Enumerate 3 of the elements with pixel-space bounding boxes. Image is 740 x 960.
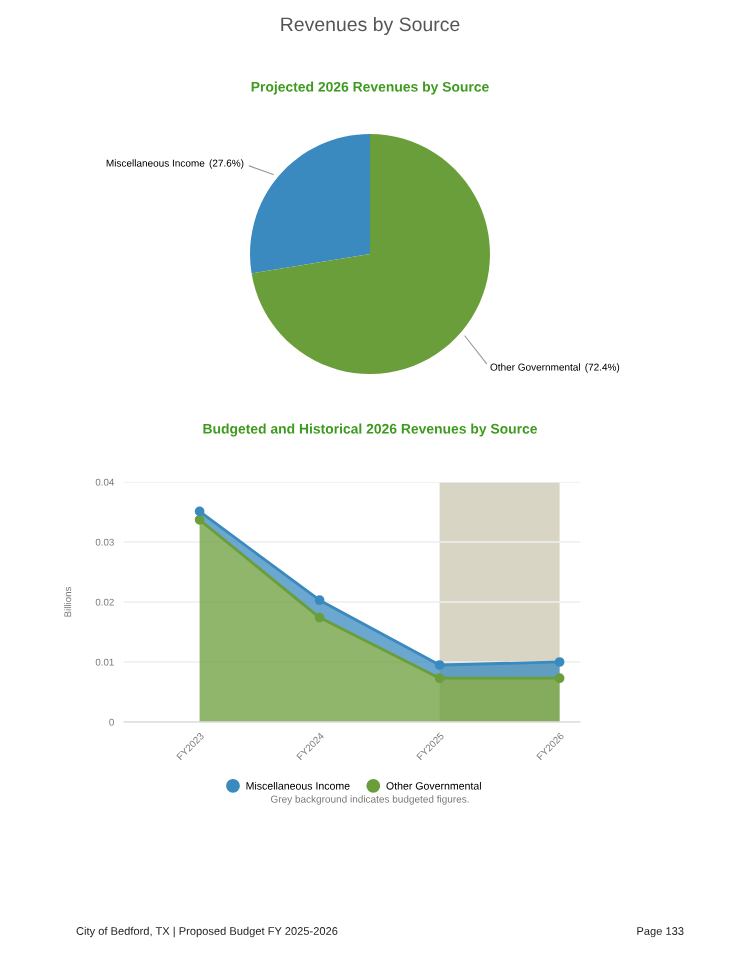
chart-title: Revenues by Source <box>281 16 460 36</box>
pie-slice <box>251 134 490 374</box>
pie-slice <box>250 134 370 274</box>
